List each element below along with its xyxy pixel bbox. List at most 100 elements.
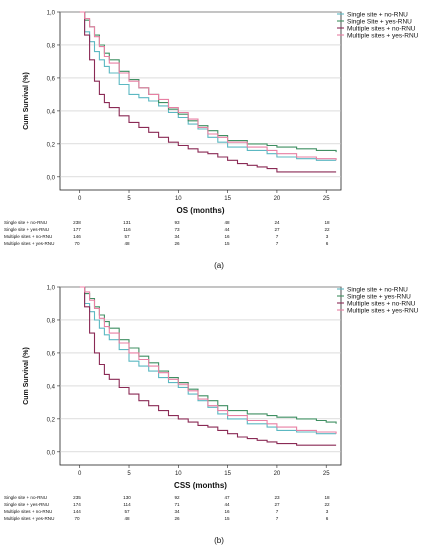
- risk-table-cell: 15: [224, 241, 230, 246]
- risk-table-cell: 174: [73, 502, 81, 507]
- risk-table-cell: 114: [123, 502, 131, 507]
- plot-frame: [59, 286, 342, 466]
- y-tick-label: 0,2: [47, 142, 56, 148]
- x-tick-label: 20: [274, 471, 281, 477]
- risk-table-row-label: Single site + no-RNU: [4, 495, 47, 500]
- survival-curve-4: [79, 11, 337, 161]
- risk-table-cell: 26: [174, 241, 180, 246]
- survival-curve-3: [79, 286, 337, 446]
- risk-table-cell: 3: [326, 509, 329, 514]
- risk-table-row-label: Single site + yes-RNU: [4, 502, 49, 507]
- risk-table-cell: 48: [124, 516, 130, 521]
- risk-table-cell: 27: [274, 227, 280, 232]
- y-tick-label: 0,4: [47, 384, 56, 390]
- survival-chart-b: 0,0 0,2 0,4 0,6 0,8 1,0 0 5 10 15 20 25 CSS (months)…: [4, 286, 419, 546]
- risk-table-cell: 93: [174, 220, 180, 225]
- x-tick-label: 5: [127, 471, 131, 477]
- survival-curve-2: [79, 286, 337, 424]
- risk-table-cell: 235: [73, 495, 81, 500]
- y-tick-label: 0,8: [47, 43, 56, 49]
- risk-table-cell: 23: [274, 495, 280, 500]
- y-tick-label: 0,0: [47, 450, 56, 456]
- chart-panel-a: 0,0 0,2 0,4 0,6 0,8 1,0 0 5 10 15 20 25 OS (months) C…: [0, 0, 438, 275]
- y-tick-label: 0,2: [47, 417, 56, 423]
- risk-table-cell: 6: [326, 516, 329, 521]
- risk-table-row-label: Multiple sites + yes-RNU: [4, 516, 54, 521]
- y-tick-label: 1,0: [47, 11, 56, 17]
- risk-table-cell: 7: [276, 509, 279, 514]
- risk-table-cell: 44: [224, 502, 230, 507]
- risk-table-cell: 146: [73, 234, 81, 239]
- survival-curve-1: [79, 286, 337, 435]
- risk-table-cell: 131: [123, 220, 131, 225]
- x-tick-label: 0: [78, 196, 82, 202]
- chart-panel-b: 0,0 0,2 0,4 0,6 0,8 1,0 0 5 10 15 20 25 CSS (months)…: [0, 275, 438, 550]
- risk-table-cell: 22: [324, 227, 330, 232]
- survival-curve-3: [79, 11, 337, 173]
- x-tick-label: 10: [175, 471, 182, 477]
- risk-table-cell: 34: [174, 509, 180, 514]
- risk-table-cell: 27: [274, 502, 280, 507]
- risk-table-cell: 238: [73, 220, 81, 225]
- risk-table-cell: 3: [326, 234, 329, 239]
- y-tick-label: 0,0: [47, 175, 56, 181]
- risk-table-cell: 47: [224, 495, 230, 500]
- y-tick-label: 0,8: [47, 318, 56, 324]
- y-tick-label: 0,6: [47, 351, 56, 357]
- x-tick-label: 25: [323, 471, 330, 477]
- risk-table-cell: 18: [324, 495, 330, 500]
- y-axis-title: Cum Survival (%): [23, 72, 30, 130]
- y-tick-label: 1,0: [47, 286, 56, 292]
- y-tick-label: 0,4: [47, 109, 56, 115]
- risk-table-cell: 57: [124, 509, 130, 514]
- x-axis-title: CSS (months): [174, 481, 227, 490]
- risk-table-cell: 73: [174, 227, 180, 232]
- risk-table-cell: 116: [123, 227, 131, 232]
- risk-table-cell: 70: [74, 241, 80, 246]
- risk-table-cell: 34: [174, 234, 180, 239]
- x-tick-label: 0: [78, 471, 82, 477]
- legend-label-2: Single site + yes-RNU: [347, 294, 411, 301]
- risk-table-cell: 16: [224, 234, 230, 239]
- x-tick-label: 15: [224, 471, 231, 477]
- y-axis-title: Cum Survival (%): [23, 347, 30, 405]
- risk-table-row-label: Multiple sites + yes-RNU: [4, 241, 54, 246]
- legend-label-1: Single site + no-RNU: [347, 287, 408, 294]
- risk-table-cell: 92: [174, 495, 180, 500]
- risk-table-cell: 70: [74, 516, 80, 521]
- risk-table-cell: 18: [324, 220, 330, 225]
- risk-table-row-label: Multiple sites + no-RNU: [4, 234, 52, 239]
- risk-table-row-label: Single site + no-RNU: [4, 220, 47, 225]
- risk-table-cell: 144: [73, 509, 81, 514]
- risk-table-cell: 24: [274, 220, 280, 225]
- x-tick-label: 25: [323, 196, 330, 202]
- x-tick-label: 15: [224, 196, 231, 202]
- risk-table-cell: 15: [224, 516, 230, 521]
- legend-label-2: Single Site + yes-RNU: [347, 19, 412, 26]
- risk-table-cell: 130: [123, 495, 131, 500]
- risk-table-cell: 7: [276, 234, 279, 239]
- risk-table-cell: 26: [174, 516, 180, 521]
- risk-table-cell: 57: [124, 234, 130, 239]
- survival-curve-4: [79, 286, 337, 434]
- risk-table-cell: 7: [276, 516, 279, 521]
- risk-table-row-label: Single site + yes-RNU: [4, 227, 49, 232]
- survival-curve-2: [79, 11, 337, 153]
- x-tick-label: 5: [127, 196, 131, 202]
- legend-label-4: Multiple sites + yes-RNU: [347, 308, 419, 315]
- survival-chart-a: 0,0 0,2 0,4 0,6 0,8 1,0 0 5 10 15 20 25 OS (months) C…: [4, 11, 419, 271]
- panel-caption: (a): [214, 261, 224, 270]
- x-axis-title: OS (months): [177, 206, 225, 215]
- risk-table-cell: 48: [224, 220, 230, 225]
- y-tick-label: 0,6: [47, 76, 56, 82]
- legend-label-3: Multiple sites + no-RNU: [347, 26, 416, 33]
- risk-table-cell: 7: [276, 241, 279, 246]
- risk-table-cell: 177: [73, 227, 81, 232]
- risk-table-cell: 22: [324, 502, 330, 507]
- risk-table-cell: 44: [224, 227, 230, 232]
- risk-table-row-label: Multiple sites + no-RNU: [4, 509, 52, 514]
- risk-table-cell: 6: [326, 241, 329, 246]
- legend-label-3: Multiple sites + no-RNU: [347, 301, 416, 308]
- plot-frame: [59, 11, 342, 191]
- x-tick-label: 10: [175, 196, 182, 202]
